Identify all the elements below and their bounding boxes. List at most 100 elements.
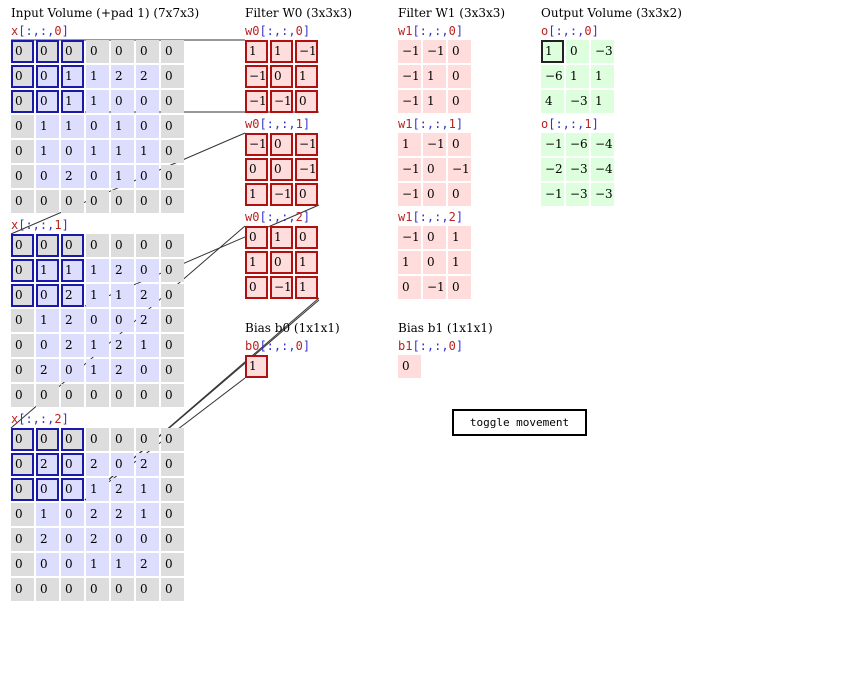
input-slice-1-label: x[:,:,1] (11, 218, 69, 232)
input-slice-2-cell: 0 (161, 578, 184, 601)
input-slice-0-cell: 0 (161, 90, 184, 113)
input-slice-0-cell: 0 (86, 40, 109, 63)
input-slice-0-cell: 0 (61, 40, 84, 63)
filter1-slice-1-cell: 1 (398, 133, 421, 156)
filter0-slice-2-cell: 1 (295, 276, 318, 299)
input-slice-0-cell: 1 (86, 65, 109, 88)
input-slice-2-cell: 0 (86, 578, 109, 601)
output-slice-1-label: o[:,:,1] (541, 117, 599, 131)
output-slice-0-label: o[:,:,0] (541, 24, 599, 38)
output-slice-1-cell: −1 (541, 133, 564, 156)
filter1-slice-0-cell: −1 (398, 65, 421, 88)
input-slice-2-cell: 1 (86, 478, 109, 501)
filter0-slice-2-cell: 1 (270, 226, 293, 249)
input-slice-1-cell: 0 (61, 234, 84, 257)
input-slice-2-cell: 1 (36, 503, 59, 526)
input-slice-2-cell: 0 (36, 553, 59, 576)
input-slice-2-cell: 0 (61, 553, 84, 576)
input-slice-0-cell: 0 (161, 115, 184, 138)
bias0-label: b0[:,:,0] (245, 339, 311, 353)
input-slice-1-cell: 0 (111, 234, 134, 257)
input-slice-0-cell: 2 (111, 65, 134, 88)
filter0-slice-2-cell: 1 (295, 251, 318, 274)
output-slice-0-cell: −6 (541, 65, 564, 88)
input-slice-1-cell: 1 (86, 359, 109, 382)
input-slice-2-cell: 0 (161, 553, 184, 576)
input-slice-0-cell: 0 (36, 40, 59, 63)
filter0-slice-1-cell: 1 (245, 183, 268, 206)
input-slice-0-cell: 0 (136, 190, 159, 213)
input-volume-title: Input Volume (+pad 1) (7x7x3) (11, 6, 200, 20)
input-slice-1-cell: 0 (161, 309, 184, 332)
input-slice-2-cell: 0 (61, 528, 84, 551)
input-slice-2-cell: 2 (86, 453, 109, 476)
filter1-slice-2-cell: 0 (448, 276, 471, 299)
input-slice-1-cell: 0 (161, 359, 184, 382)
output-slice-0-cell: 4 (541, 90, 564, 113)
input-slice-1-cell: 0 (11, 259, 34, 282)
toggle-movement-button[interactable]: toggle movement (452, 409, 587, 436)
output-slice-0-cell: 1 (541, 40, 564, 63)
input-slice-0-cell: 0 (11, 65, 34, 88)
input-slice-0-cell: 0 (11, 90, 34, 113)
input-slice-2-cell: 0 (161, 478, 184, 501)
filter1-slice-0-cell: 1 (423, 90, 446, 113)
input-slice-2-cell: 0 (11, 503, 34, 526)
bias0-title: Bias b0 (1x1x1) (245, 321, 340, 335)
input-slice-1-cell: 0 (136, 259, 159, 282)
output-slice-0-cell: 1 (591, 90, 614, 113)
output-slice-0-cell: 1 (591, 65, 614, 88)
input-slice-0-cell: 0 (161, 190, 184, 213)
filter1-slice-2-cell: 1 (448, 226, 471, 249)
filter0-slice-1-cell: −1 (295, 158, 318, 181)
filter1-slice-0-cell: −1 (398, 40, 421, 63)
input-slice-1-cell: 0 (36, 334, 59, 357)
filter1-slice-2-cell: −1 (398, 226, 421, 249)
input-slice-2-cell: 0 (136, 528, 159, 551)
input-slice-1-cell: 0 (11, 309, 34, 332)
input-slice-2-cell: 0 (111, 528, 134, 551)
filter0-slice-2-label: w0[:,:,2] (245, 210, 311, 224)
input-slice-1-cell: 0 (86, 234, 109, 257)
input-slice-2-cell: 0 (61, 453, 84, 476)
input-slice-1-cell: 0 (11, 334, 34, 357)
output-slice-0-cell: −3 (566, 90, 589, 113)
input-slice-1-cell: 0 (61, 359, 84, 382)
input-slice-0-cell: 0 (36, 65, 59, 88)
output-slice-1-cell: −3 (591, 183, 614, 206)
filter0-slice-0-cell: −1 (295, 40, 318, 63)
input-slice-1-cell: 2 (111, 259, 134, 282)
input-slice-2-cell: 2 (36, 528, 59, 551)
input-slice-2-cell: 0 (161, 453, 184, 476)
filter1-slice-0-cell: 0 (448, 40, 471, 63)
input-slice-2-cell: 1 (136, 478, 159, 501)
input-slice-1-cell: 0 (111, 384, 134, 407)
filter1-slice-1-cell: 0 (423, 183, 446, 206)
input-slice-2-label: x[:,:,2] (11, 412, 69, 426)
input-slice-0-cell: 0 (61, 190, 84, 213)
filter1-slice-1-cell: −1 (398, 183, 421, 206)
input-slice-1-cell: 0 (11, 384, 34, 407)
input-slice-1-cell: 2 (111, 334, 134, 357)
filter1-title: Filter W1 (3x3x3) (398, 6, 506, 20)
input-slice-2-cell: 2 (86, 503, 109, 526)
input-slice-2-cell: 2 (111, 478, 134, 501)
input-slice-2-cell: 0 (136, 578, 159, 601)
output-slice-0-cell: 1 (566, 65, 589, 88)
input-slice-0-cell: 0 (111, 40, 134, 63)
input-slice-0-cell: 1 (61, 90, 84, 113)
input-slice-1-cell: 2 (36, 359, 59, 382)
filter1-slice-1-cell: −1 (423, 133, 446, 156)
bias1-cell: 0 (398, 355, 421, 378)
filter0-slice-2-cell: 0 (245, 226, 268, 249)
input-slice-1-cell: 0 (161, 384, 184, 407)
filter0-slice-2-cell: 0 (270, 251, 293, 274)
input-slice-1-cell: 1 (111, 284, 134, 307)
input-slice-0-cell: 1 (136, 140, 159, 163)
input-slice-0-cell: 0 (86, 115, 109, 138)
input-slice-2-cell: 0 (11, 453, 34, 476)
input-slice-2-cell: 2 (111, 503, 134, 526)
input-slice-0-cell: 1 (36, 115, 59, 138)
input-slice-0-cell: 1 (111, 115, 134, 138)
